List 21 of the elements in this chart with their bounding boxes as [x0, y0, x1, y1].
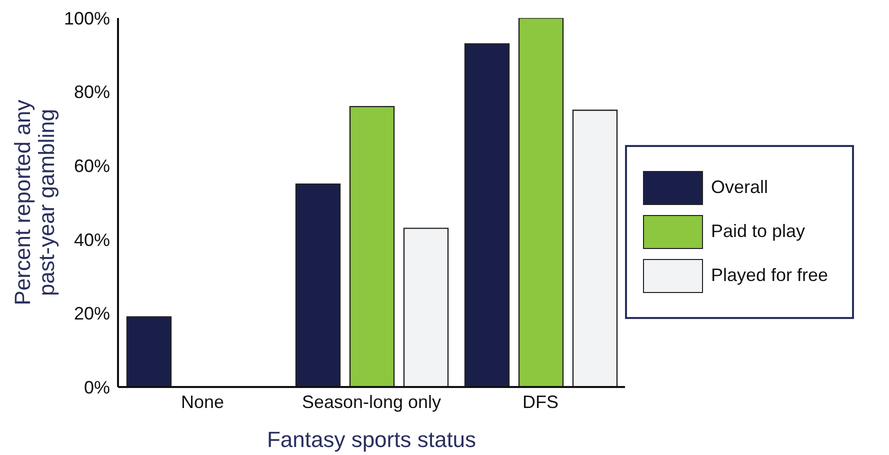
legend-label: Played for free [710, 264, 830, 287]
bar [403, 228, 449, 387]
y-tick-label: 80% [74, 82, 110, 102]
bar [295, 183, 341, 387]
bar [349, 106, 395, 387]
bar [518, 18, 564, 387]
y-tick-label: 100% [64, 8, 110, 28]
legend-label: Overall [710, 176, 770, 199]
y-tick-label: 20% [74, 304, 110, 324]
x-tick-label: None [180, 392, 224, 412]
y-tick-label: 40% [74, 230, 110, 250]
x-tick-label: DFS [522, 392, 558, 412]
bar [572, 110, 618, 387]
y-tick-label: 0% [84, 377, 110, 398]
y-axis-title: Percent reported any past-year gambling [10, 100, 59, 306]
x-tick-label: Season-long only [302, 392, 442, 412]
x-axis-title: Fantasy sports status [266, 427, 476, 452]
legend-label: Paid to play [710, 220, 806, 243]
y-tick-label: 60% [74, 156, 110, 176]
bar [126, 316, 172, 387]
bar [464, 43, 510, 387]
